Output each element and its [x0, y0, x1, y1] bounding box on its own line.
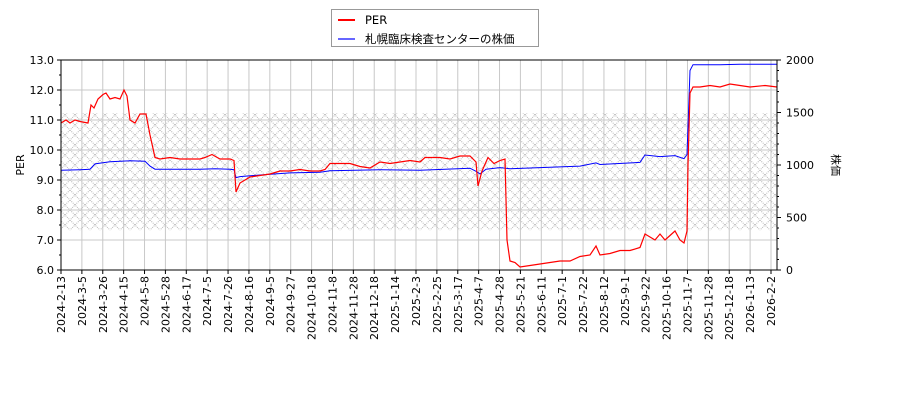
x-tick-label: 2025-9-1: [619, 276, 632, 326]
left-tick-label: 8.0: [37, 204, 55, 217]
x-tick-label: 2024-3-5: [76, 276, 89, 326]
x-tick-label: 2024-12-18: [368, 276, 381, 340]
left-tick-label: 11.0: [30, 114, 55, 127]
right-tick-label: 0: [786, 264, 793, 277]
x-tick-label: 2024-5-28: [159, 276, 172, 333]
legend-label-price: 札幌臨床検査センターの株価: [365, 32, 515, 46]
data-series: [60, 63, 778, 268]
x-tick-label: 2025-5-21: [514, 276, 527, 333]
x-tick-label: 2025-11-28: [702, 276, 715, 340]
shaded-range-band: [61, 113, 777, 231]
legend-item-price: 札幌臨床検査センターの株価: [338, 31, 515, 47]
left-tick-label: 13.0: [30, 54, 55, 67]
x-tick-label: 2025-11-7: [681, 276, 694, 333]
x-tick-label: 2025-4-7: [473, 276, 486, 326]
x-tick-label: 2025-3-17: [452, 276, 465, 333]
left-tick-label: 9.0: [37, 174, 55, 187]
x-tick-label: 2024-9-5: [264, 276, 277, 326]
right-tick-label: 500: [786, 212, 807, 225]
legend-label-per: PER: [365, 13, 388, 27]
x-tick-label: 2025-7-22: [577, 276, 590, 333]
x-tick-label: 2025-1-14: [389, 276, 402, 333]
price-line: [60, 63, 777, 179]
left-tick-label: 7.0: [37, 234, 55, 247]
legend-item-per: PER: [338, 12, 387, 28]
x-tick-label: 2025-2-3: [410, 276, 423, 326]
right-tick-label: 2000: [786, 54, 814, 67]
right-tick-label: 1000: [786, 159, 814, 172]
legend: PER 札幌臨床検査センターの株価: [331, 9, 539, 47]
x-tick-label: 2024-7-26: [222, 276, 235, 333]
x-tick-label: 2024-6-17: [180, 276, 193, 333]
left-tick-label: 6.0: [37, 264, 55, 277]
right-y-axis: 0 500 1000 1500 2000: [777, 54, 814, 277]
x-tick-label: 2024-9-27: [285, 276, 298, 333]
x-tick-label: 2026-1-13: [744, 276, 757, 333]
x-tick-label: 2025-10-16: [661, 276, 674, 340]
x-tick-label: 2024-11-28: [347, 276, 360, 340]
x-tick-label: 2025-12-18: [723, 276, 736, 340]
x-tick-label: 2024-8-16: [243, 276, 256, 333]
x-tick-label: 2025-8-12: [598, 276, 611, 333]
x-tick-label: 2024-10-18: [306, 276, 319, 340]
x-tick-label: 2025-2-25: [431, 276, 444, 333]
right-tick-label: 1500: [786, 107, 814, 120]
gridlines: [60, 59, 777, 271]
x-tick-label: 2024-3-26: [97, 276, 110, 333]
right-axis-title: 株価: [829, 154, 843, 176]
left-y-axis: 6.0 7.0 8.0 9.0 10.0 11.0 12.0 13.0: [30, 54, 61, 277]
x-tick-label: 2024-4-15: [118, 276, 131, 333]
legend-swatch-blue: [338, 38, 355, 40]
x-tick-label: 2024-2-13: [55, 276, 68, 333]
left-axis-title: PER: [14, 154, 27, 176]
x-tick-label: 2025-7-1: [556, 276, 569, 326]
x-tick-label: 2024-5-8: [139, 276, 152, 326]
x-tick-label: 2026-2-2: [765, 276, 778, 326]
legend-swatch-red: [338, 19, 355, 21]
left-tick-label: 12.0: [30, 84, 55, 97]
x-tick-label: 2024-11-8: [326, 276, 339, 333]
per-line: [60, 83, 778, 268]
x-axis: 2024-2-13 2024-3-5 2024-3-26 2024-4-15 2024-…: [55, 270, 778, 340]
x-tick-label: 2025-9-22: [640, 276, 653, 333]
x-tick-label: 2025-6-11: [535, 276, 548, 333]
x-tick-label: 2025-4-28: [494, 276, 507, 333]
left-tick-label: 10.0: [30, 144, 55, 157]
x-tick-label: 2024-7-5: [201, 276, 214, 326]
